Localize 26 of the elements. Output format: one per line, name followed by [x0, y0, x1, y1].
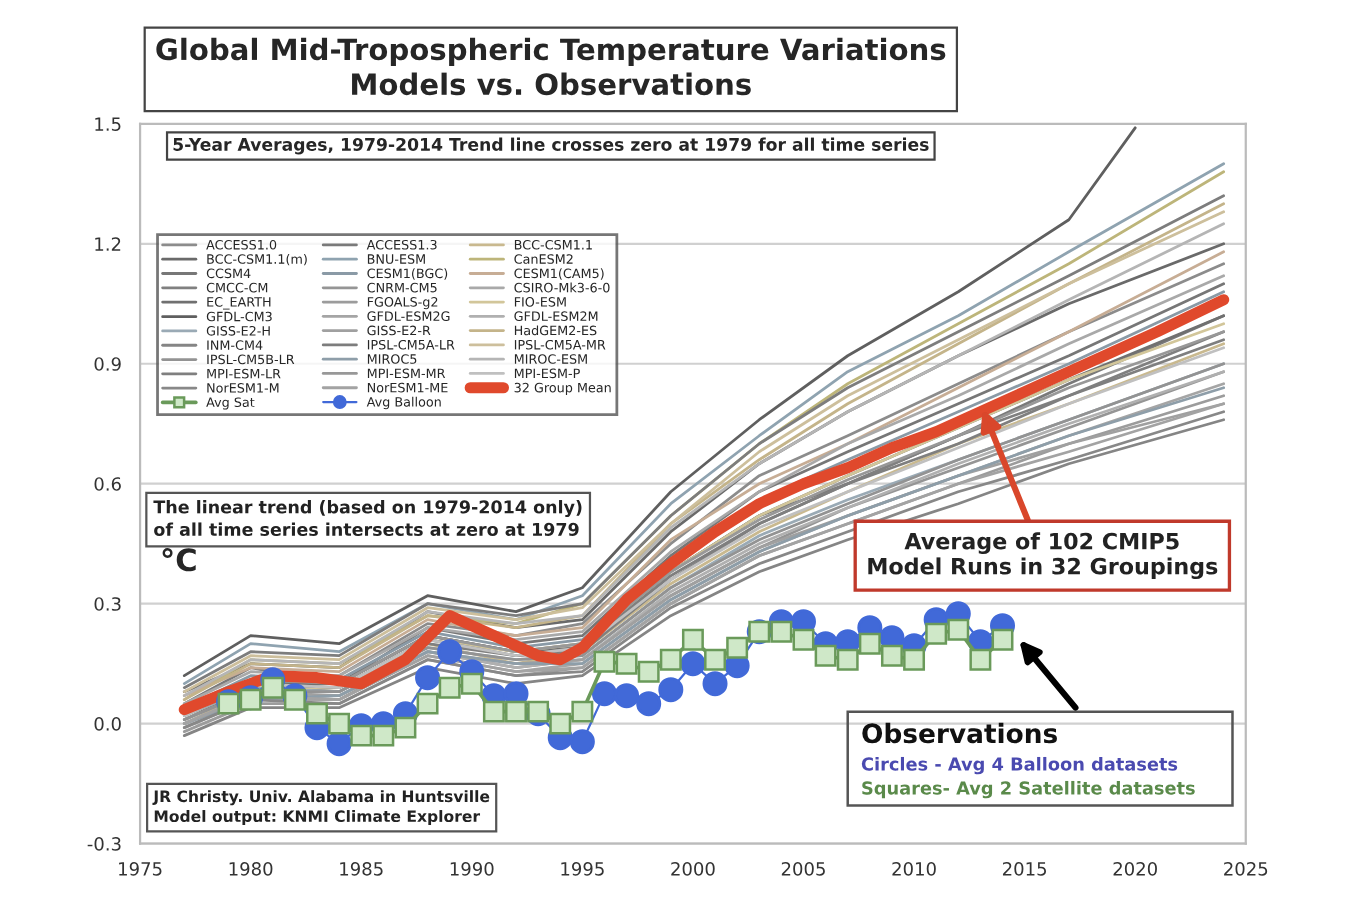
- x-tick-label: 2015: [1002, 861, 1047, 876]
- x-tick-label: 2000: [671, 861, 715, 876]
- x-tick-label: 1990: [450, 861, 494, 876]
- y-tick-label: 1.2: [95, 237, 121, 251]
- annotation: The linear trend (based on 1979-2014 only) of all time series intersects at zero at 1979: [153, 500, 582, 536]
- annotation: Circles - Avg 4 Balloon datasets: [861, 756, 1178, 775]
- y-axis-title: °C: [162, 548, 196, 572]
- x-tick-label: 1980: [229, 861, 273, 876]
- y-tick-label: 0.9: [94, 357, 121, 371]
- x-tick-label: 2025: [1224, 861, 1268, 876]
- y-tick-label: 0.0: [94, 717, 121, 731]
- x-tick-label: 2010: [892, 861, 936, 876]
- y-tick-label: 1.5: [95, 117, 121, 131]
- chart-title: Global Mid-Tropospheric Temperature Variations Models vs. Observations: [156, 37, 946, 96]
- annotation: Squares- Avg 2 Satellite datasets: [862, 780, 1195, 799]
- annotation: Average of 102 CMIP5 Model Runs in 32 Groupings: [868, 532, 1218, 580]
- annotation: Observations: [862, 722, 1057, 744]
- x-tick-label: 2005: [781, 861, 825, 876]
- x-tick-label: 2020: [1113, 861, 1157, 876]
- x-tick-label: 1995: [561, 861, 604, 876]
- text: 5-Year Averages, 1979-2014 Trend line crosses zero at 1979 for all time series: [173, 137, 929, 155]
- x-tick-label: 1975: [119, 861, 162, 876]
- x-tick-label: 1985: [340, 861, 383, 876]
- y-tick-label: -0.3: [87, 837, 121, 851]
- y-tick-label: 0.3: [94, 597, 121, 611]
- y-tick-label: 0.6: [94, 477, 121, 491]
